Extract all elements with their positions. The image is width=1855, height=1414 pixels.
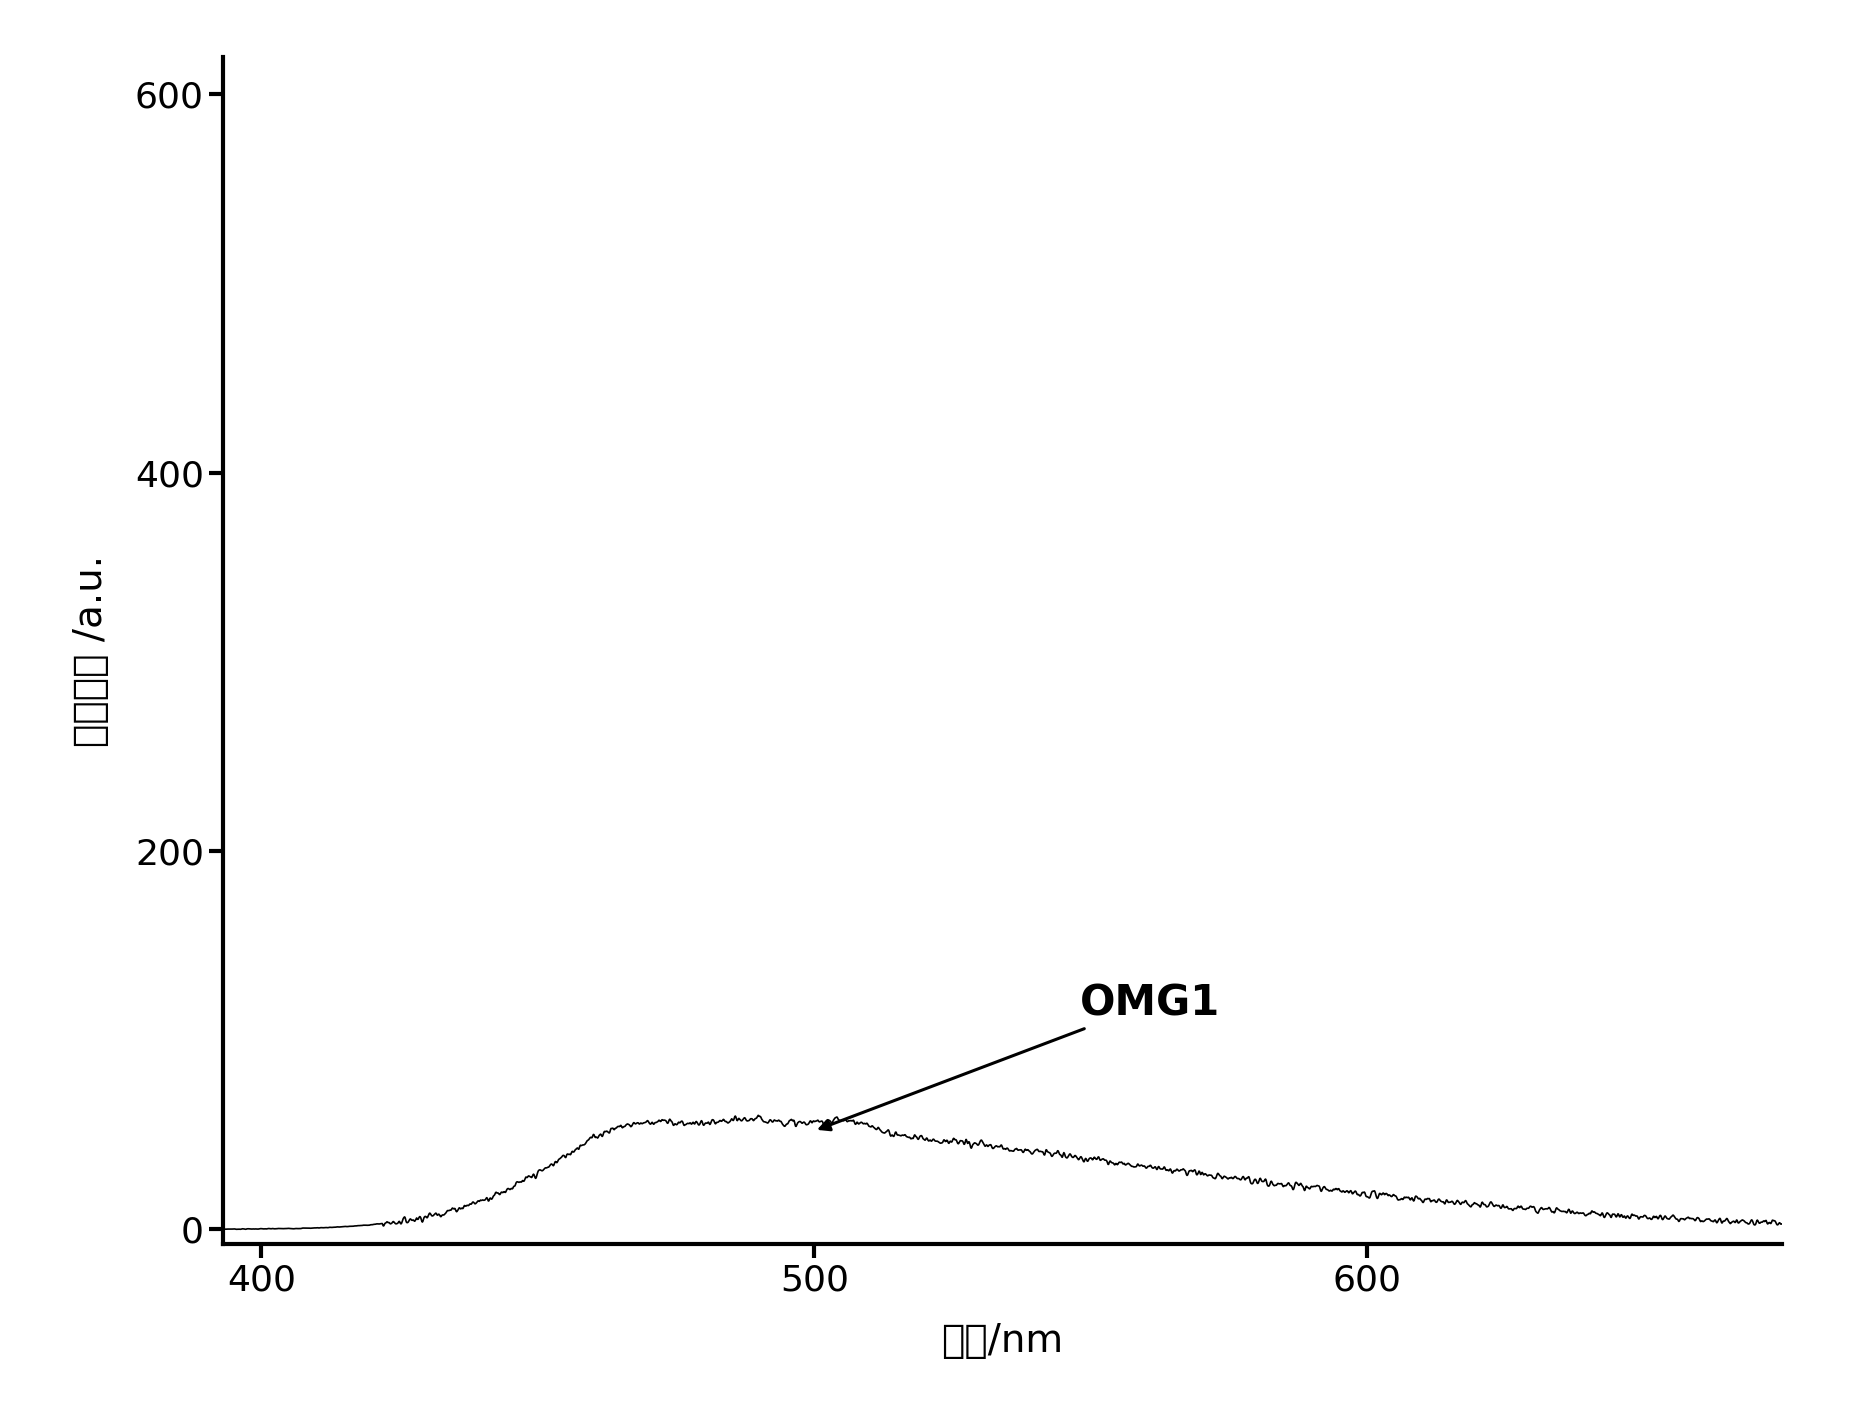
- Y-axis label: 荧光强度 /a.u.: 荧光强度 /a.u.: [72, 554, 109, 747]
- X-axis label: 波长/nm: 波长/nm: [940, 1322, 1063, 1360]
- Text: OMG1: OMG1: [820, 983, 1219, 1130]
